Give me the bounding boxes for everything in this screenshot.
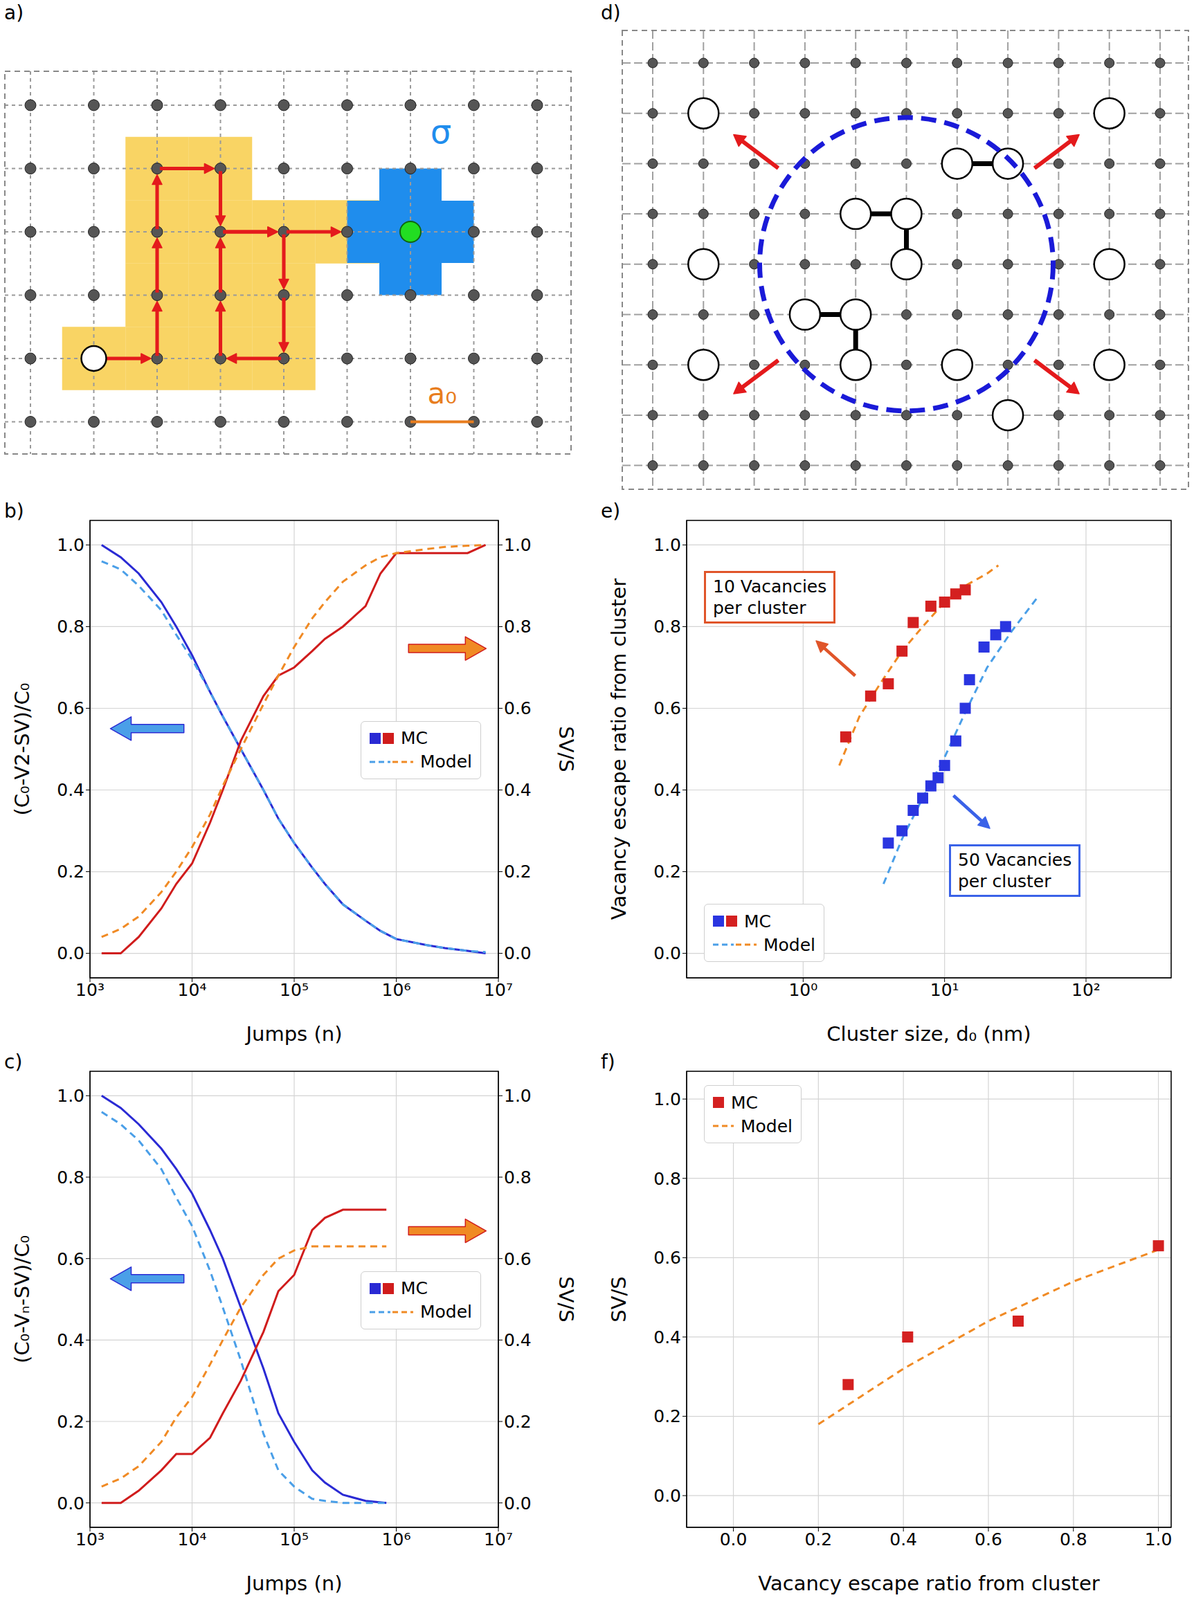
svg-text:0.6: 0.6 (653, 698, 682, 719)
svg-text:0.6: 0.6 (653, 1247, 682, 1269)
svg-text:1.0: 1.0 (56, 1086, 85, 1107)
html-text:Model: Model (420, 751, 473, 772)
svg-text:0.4: 0.4 (889, 1529, 918, 1550)
svg-text:SV/S: SV/S (554, 726, 578, 772)
svg-text:0.6: 0.6 (56, 1249, 85, 1270)
svg-text:0.4: 0.4 (653, 780, 682, 801)
svg-text:10³: 10³ (75, 1529, 105, 1550)
html-text:per cluster: per cluster (712, 598, 807, 619)
svg-text:1.0: 1.0 (653, 535, 682, 556)
svg-text:Vacancy escape ratio from clus: Vacancy escape ratio from cluster (757, 1571, 1100, 1596)
svg-text:10⁵: 10⁵ (279, 980, 309, 1001)
svg-text:1.0: 1.0 (503, 535, 532, 556)
svg-text:10³: 10³ (75, 980, 105, 1001)
svg-text:0.6: 0.6 (503, 1249, 532, 1270)
svg-text:SV/S: SV/S (554, 1276, 578, 1323)
svg-text:Vacancy escape ratio from clus: Vacancy escape ratio from cluster (607, 578, 631, 920)
svg-text:0.8: 0.8 (1059, 1529, 1088, 1550)
svg-text:1.0: 1.0 (1144, 1529, 1173, 1550)
html-text:per cluster: per cluster (957, 871, 1052, 892)
svg-text:0.0: 0.0 (653, 943, 682, 964)
svg-text:SV/S: SV/S (607, 1276, 631, 1323)
svg-text:0.8: 0.8 (503, 616, 532, 637)
svg-text:10⁶: 10⁶ (382, 980, 412, 1001)
html-text:d): d) (600, 1, 621, 25)
svg-text:0.2: 0.2 (804, 1529, 832, 1550)
svg-text:0.0: 0.0 (503, 1493, 532, 1514)
svg-text:1.0: 1.0 (503, 1086, 532, 1107)
svg-text:(C₀-Vₙ-SV)/C₀: (C₀-Vₙ-SV)/C₀ (10, 1235, 34, 1364)
svg-text:0.0: 0.0 (503, 943, 532, 964)
svg-text:10⁴: 10⁴ (177, 1529, 207, 1550)
svg-text:Cluster size, d₀ (nm): Cluster size, d₀ (nm) (826, 1022, 1031, 1046)
svg-text:0.0: 0.0 (653, 1486, 682, 1507)
svg-text:0.8: 0.8 (56, 616, 85, 637)
html-text:Model: Model (763, 934, 816, 955)
svg-text:0.2: 0.2 (503, 861, 532, 882)
svg-text:Jumps (n): Jumps (n) (245, 1022, 343, 1046)
html-text:a): a) (4, 1, 24, 25)
svg-text:0.0: 0.0 (56, 943, 85, 964)
svg-text:0.2: 0.2 (653, 1406, 682, 1427)
svg-text:10⁷: 10⁷ (483, 1529, 513, 1550)
html-text:MC: MC (400, 1278, 428, 1299)
svg-text:0.4: 0.4 (503, 780, 532, 801)
svg-text:0.2: 0.2 (56, 1412, 85, 1433)
svg-text:0.4: 0.4 (56, 1330, 85, 1351)
svg-text:0.4: 0.4 (503, 1330, 532, 1351)
svg-text:0.6: 0.6 (974, 1529, 1003, 1550)
html-text:c): c) (4, 1050, 23, 1074)
svg-text:0.4: 0.4 (56, 780, 85, 801)
svg-text:0.0: 0.0 (719, 1529, 748, 1550)
svg-text:σ: σ (430, 112, 452, 151)
html-text:f): f) (600, 1050, 616, 1074)
svg-text:0.4: 0.4 (653, 1327, 682, 1348)
html-text:50 Vacancies: 50 Vacancies (957, 849, 1072, 871)
svg-text:0.0: 0.0 (56, 1493, 85, 1514)
html-text:MC: MC (400, 728, 428, 749)
html-text:e): e) (600, 499, 621, 523)
svg-text:(C₀-V2-SV)/C₀: (C₀-V2-SV)/C₀ (10, 683, 34, 817)
svg-text:0.2: 0.2 (56, 861, 85, 882)
svg-text:0.8: 0.8 (503, 1167, 532, 1188)
svg-text:10⁶: 10⁶ (382, 1529, 412, 1550)
html-text:Model: Model (740, 1116, 793, 1137)
svg-text:10⁷: 10⁷ (483, 980, 513, 1001)
svg-text:10¹: 10¹ (930, 980, 960, 1001)
svg-text:10²: 10² (1071, 980, 1101, 1001)
svg-text:1.0: 1.0 (56, 535, 85, 556)
svg-text:0.6: 0.6 (56, 698, 85, 719)
svg-text:0.8: 0.8 (56, 1167, 85, 1188)
svg-text:10⁴: 10⁴ (177, 980, 207, 1001)
html-text:b): b) (4, 499, 25, 523)
svg-text:1.0: 1.0 (653, 1089, 682, 1110)
html-text:10 Vacancies: 10 Vacancies (712, 576, 827, 597)
html-text:Model: Model (420, 1301, 473, 1323)
html-text:MC: MC (730, 1092, 758, 1113)
svg-text:10⁵: 10⁵ (279, 1529, 309, 1550)
svg-text:0.2: 0.2 (653, 861, 682, 882)
svg-text:10⁰: 10⁰ (788, 980, 818, 1001)
svg-text:Jumps (n): Jumps (n) (245, 1571, 343, 1596)
svg-text:0.2: 0.2 (503, 1412, 532, 1433)
svg-text:a₀: a₀ (427, 376, 457, 411)
html-text:MC: MC (744, 911, 772, 932)
svg-text:0.8: 0.8 (653, 1169, 682, 1190)
svg-text:0.8: 0.8 (653, 616, 682, 637)
svg-text:0.6: 0.6 (503, 698, 532, 719)
